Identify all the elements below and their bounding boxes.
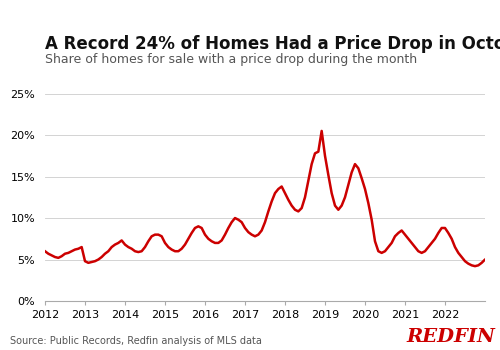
Text: Share of homes for sale with a price drop during the month: Share of homes for sale with a price dro… — [45, 54, 417, 66]
Text: A Record 24% of Homes Had a Price Drop in October: A Record 24% of Homes Had a Price Drop i… — [45, 35, 500, 53]
Text: Source: Public Records, Redfin analysis of MLS data: Source: Public Records, Redfin analysis … — [10, 336, 262, 346]
Text: REDFIN: REDFIN — [406, 329, 495, 346]
Text: 23.9%
11.9 ppts YoY
2.1 ppts MoM: 23.9% 11.9 ppts YoY 2.1 ppts MoM — [0, 349, 1, 350]
